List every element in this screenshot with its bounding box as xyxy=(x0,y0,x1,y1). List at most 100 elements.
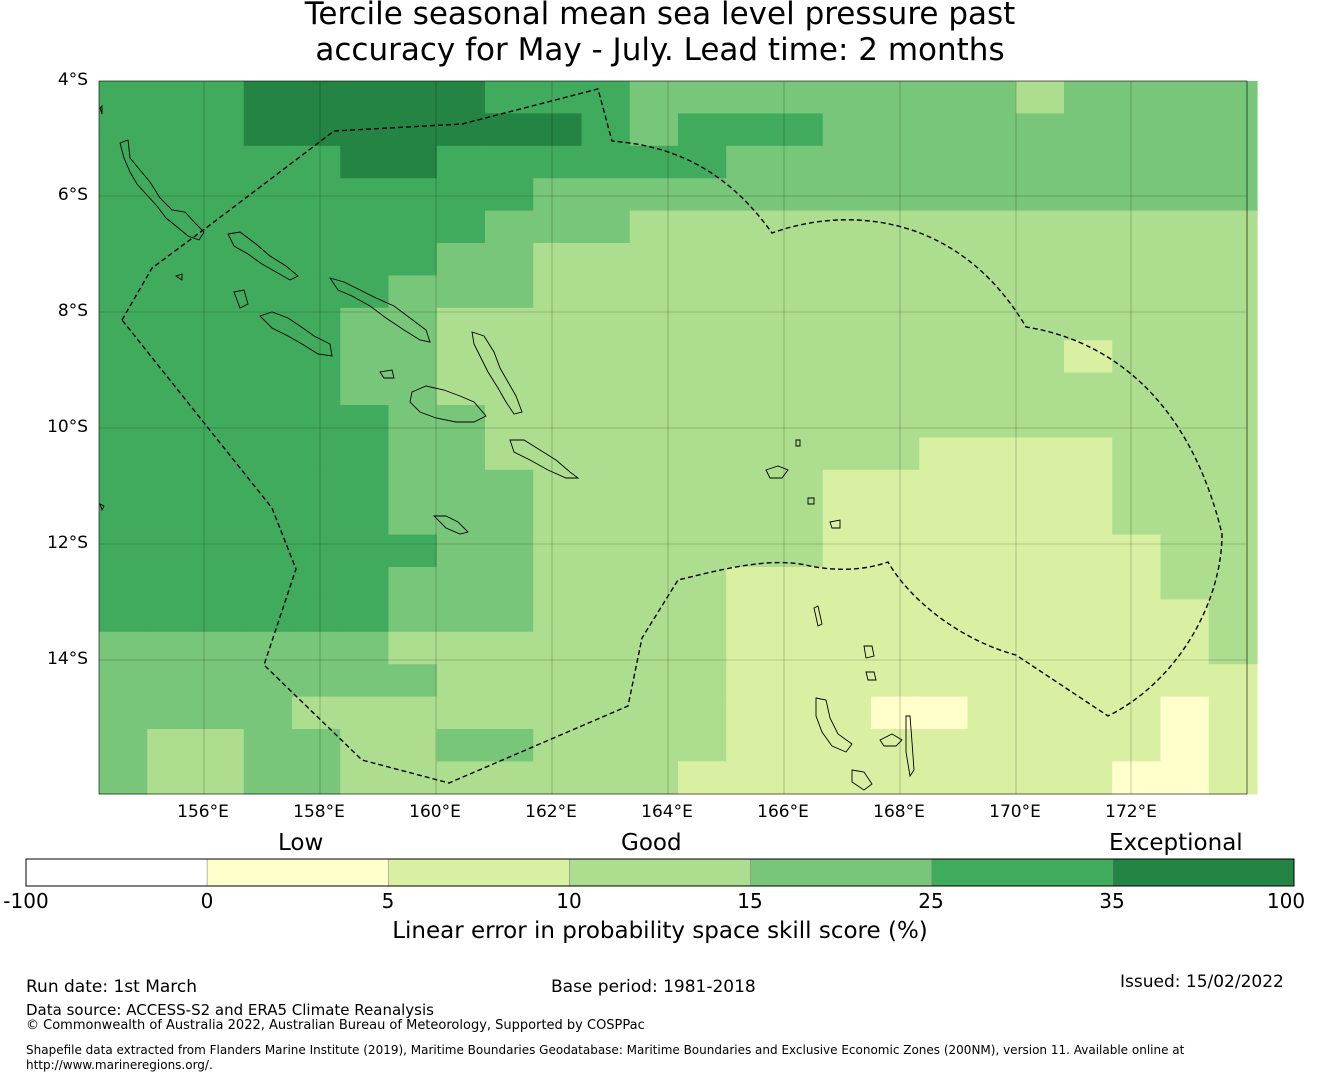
category-exceptional: Exceptional xyxy=(1109,830,1243,856)
map-cell xyxy=(99,534,148,568)
map-cell xyxy=(629,761,679,795)
map-cell xyxy=(147,534,197,568)
coastline-malakula xyxy=(879,733,903,747)
map-cell xyxy=(919,729,969,762)
map-cell xyxy=(871,178,920,212)
map-cell xyxy=(243,567,293,600)
map-cell xyxy=(147,664,197,698)
map-cell xyxy=(436,81,486,114)
map-cell xyxy=(774,567,824,600)
map-cell xyxy=(147,145,197,179)
map-cell xyxy=(436,275,486,309)
map-cell xyxy=(195,210,245,244)
map-cell xyxy=(774,729,824,762)
map-cell xyxy=(581,696,631,730)
map-cell xyxy=(678,664,727,698)
colorbar-swatch xyxy=(388,858,570,887)
map-cell xyxy=(99,761,148,795)
map-cell xyxy=(340,405,390,438)
map-cell xyxy=(629,145,679,179)
map-cell xyxy=(195,729,245,762)
map-cell xyxy=(1112,405,1162,438)
map-cell xyxy=(292,81,341,114)
map-cell xyxy=(822,469,872,503)
map-cell xyxy=(99,437,148,471)
map-cell xyxy=(822,307,872,341)
map-cell xyxy=(533,145,583,179)
map-cell xyxy=(1064,599,1113,633)
map-cell xyxy=(1064,275,1113,309)
map-cell xyxy=(533,243,583,276)
map-cell xyxy=(1064,761,1113,795)
map-cell xyxy=(436,340,486,374)
coastline-santa-cruz xyxy=(765,465,789,479)
map-cell xyxy=(243,340,293,374)
map-cell xyxy=(1112,275,1162,309)
map-cell xyxy=(967,372,1017,406)
map-cell xyxy=(533,729,583,762)
map-cell xyxy=(147,275,197,309)
map-cell xyxy=(533,113,583,147)
map-cell xyxy=(1015,307,1065,341)
map-cell xyxy=(726,502,776,536)
map-cell xyxy=(292,145,341,179)
tick-label-15: 15 xyxy=(737,889,763,913)
map-cell xyxy=(871,275,920,309)
map-cell xyxy=(1160,210,1210,244)
map-cell xyxy=(1160,372,1210,406)
map-cell xyxy=(147,210,197,244)
map-cell xyxy=(340,631,390,665)
map-cell xyxy=(147,307,197,341)
map-cell xyxy=(581,469,631,503)
map-cell xyxy=(292,243,341,276)
map-cell xyxy=(1064,307,1113,341)
map-cell xyxy=(99,113,148,147)
map-cell xyxy=(340,567,390,600)
coastline-choiseul xyxy=(227,231,299,281)
map-cell xyxy=(822,631,872,665)
lat-label-14s: 14°S xyxy=(47,649,88,669)
map-cell xyxy=(581,307,631,341)
map-cell xyxy=(726,243,776,276)
map-cell xyxy=(147,502,197,536)
map-cell xyxy=(919,599,969,633)
map-cell xyxy=(195,145,245,179)
map-cell xyxy=(147,340,197,374)
map-cell xyxy=(436,113,486,147)
map-cell xyxy=(774,437,824,471)
map-cell xyxy=(822,437,872,471)
map-cell xyxy=(99,502,148,536)
colorbar-swatch xyxy=(931,858,1114,887)
map-cell xyxy=(629,243,679,276)
map-cell xyxy=(678,81,727,114)
map-cell xyxy=(243,664,293,698)
map-cell xyxy=(292,275,341,309)
map-cell xyxy=(292,178,341,212)
map-cell xyxy=(919,81,969,114)
tick-label-35: 35 xyxy=(1099,889,1125,913)
map-cell xyxy=(678,178,727,212)
map-cell xyxy=(485,307,534,341)
map-cell xyxy=(195,502,245,536)
map-cell xyxy=(243,502,293,536)
map-cell xyxy=(919,405,969,438)
map-cell xyxy=(147,437,197,471)
map-cell xyxy=(292,340,341,374)
map-cell xyxy=(292,567,341,600)
map-cell xyxy=(340,243,390,276)
map-cell xyxy=(967,81,1017,114)
map-cell xyxy=(99,210,148,244)
map-cell xyxy=(1064,81,1113,114)
map-cell xyxy=(292,113,341,147)
map-cell xyxy=(292,437,341,471)
map-cell xyxy=(1160,502,1210,536)
map-cell xyxy=(292,307,341,341)
map-cell xyxy=(485,469,534,503)
map-cell xyxy=(147,696,197,730)
map-cell xyxy=(1064,210,1113,244)
map-cell xyxy=(629,340,679,374)
map-cell xyxy=(726,567,776,600)
map-cell xyxy=(147,405,197,438)
map-cell xyxy=(629,81,679,114)
map-cell xyxy=(967,437,1017,471)
